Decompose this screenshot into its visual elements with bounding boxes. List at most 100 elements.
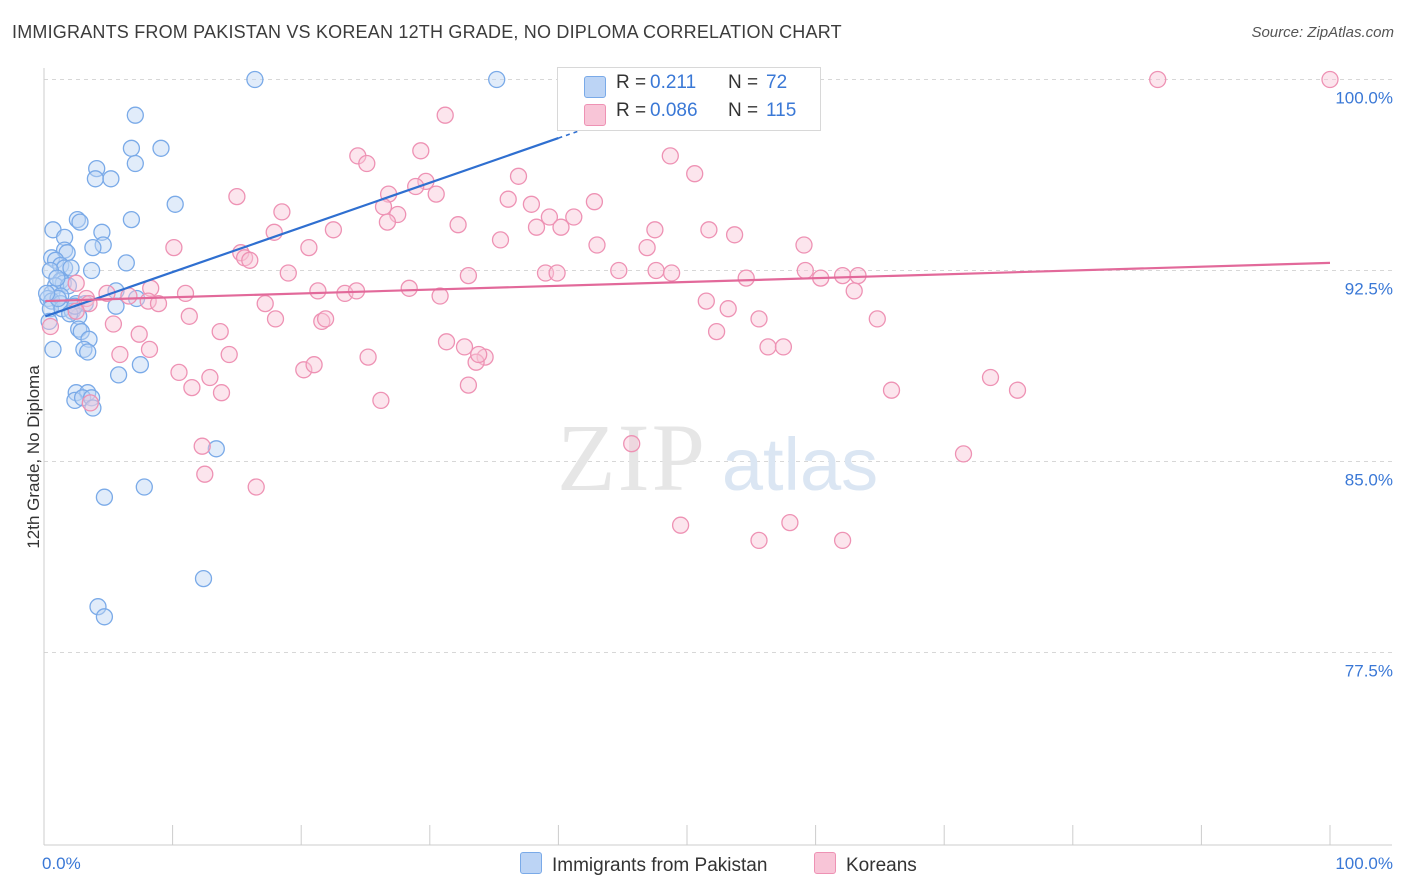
- koreans-point: [882, 381, 901, 399]
- pakistan-swatch-icon: [584, 76, 606, 98]
- pakistan-point: [95, 608, 114, 626]
- pakistan-point: [86, 170, 105, 188]
- koreans-point: [104, 315, 123, 333]
- koreans-point: [300, 238, 318, 257]
- n-value: 72: [766, 72, 788, 93]
- pakistan-point: [37, 284, 56, 303]
- pakistan-swatch-icon: [520, 852, 542, 874]
- x-tick-label: 0.0%: [42, 854, 81, 873]
- koreans-point: [585, 193, 604, 211]
- y-tick-label: 85.0%: [1345, 471, 1393, 490]
- koreans-point: [646, 221, 664, 239]
- koreans-point: [662, 264, 681, 282]
- koreans-point: [1149, 70, 1167, 89]
- y-tick-label: 77.5%: [1345, 662, 1393, 681]
- correlation-legend: R = 0.211 N = 72 R = 0.086 N = 115: [557, 67, 821, 131]
- koreans-point: [588, 236, 606, 254]
- koreans-point: [522, 195, 541, 213]
- pakistan-point: [117, 254, 135, 272]
- pakistan-point: [152, 139, 170, 157]
- koreans-point: [459, 376, 478, 394]
- pakistan-point: [82, 261, 101, 280]
- pakistan-point: [102, 170, 120, 188]
- pakistan-point: [135, 478, 153, 496]
- koreans-point: [623, 435, 641, 453]
- pakistan-point: [80, 330, 98, 348]
- koreans-point: [610, 261, 628, 280]
- pakistan-point: [126, 106, 144, 124]
- y-tick-label: 92.5%: [1345, 280, 1393, 299]
- koreans-point: [193, 437, 211, 455]
- koreans-point: [707, 322, 726, 341]
- tick-labels: 77.5% 85.0% 92.5% 100.0% 0.0% 100.0%: [42, 89, 1393, 874]
- koreans-point: [305, 356, 323, 374]
- legend-item-pakistan: Immigrants from Pakistan: [520, 852, 767, 877]
- n-value: 115: [766, 100, 797, 121]
- koreans-point: [228, 187, 246, 206]
- koreans-point: [358, 154, 376, 173]
- koreans-point: [170, 363, 188, 382]
- pakistan-point: [126, 154, 144, 173]
- pakistan-point: [94, 236, 112, 254]
- koreans-point: [256, 294, 274, 313]
- koreans-point: [981, 368, 1000, 387]
- pakistan-point: [93, 223, 111, 241]
- koreans-point: [540, 208, 559, 226]
- koreans-point: [111, 345, 129, 364]
- koreans-point: [437, 333, 456, 351]
- koreans-swatch-icon: [584, 104, 606, 126]
- legend-item-koreans: Koreans: [814, 852, 917, 877]
- koreans-point: [81, 394, 99, 412]
- n-label: N =: [728, 100, 759, 121]
- koreans-point: [176, 284, 195, 303]
- pakistan-point: [89, 598, 107, 616]
- pakistan-trend-line: [44, 137, 559, 318]
- koreans-point: [774, 338, 793, 356]
- koreans-point: [509, 167, 528, 185]
- koreans-point: [671, 516, 690, 534]
- koreans-point: [212, 384, 231, 402]
- koreans-point: [795, 236, 813, 254]
- koreans-point: [661, 147, 679, 165]
- n-label: N =: [728, 72, 759, 93]
- pakistan-point: [207, 440, 225, 458]
- koreans-point: [750, 310, 768, 328]
- koreans-point: [266, 310, 285, 328]
- koreans-point: [459, 266, 478, 285]
- source-label: Source: ZipAtlas.com: [1251, 24, 1394, 41]
- koreans-point: [279, 264, 297, 282]
- koreans-point: [196, 465, 214, 483]
- watermark-atlas: atlas: [722, 423, 878, 506]
- pakistan-point: [44, 340, 62, 359]
- trend-lines: [44, 128, 1331, 318]
- grid: [44, 79, 1392, 653]
- koreans-point: [324, 221, 343, 239]
- koreans-point: [67, 274, 85, 292]
- chart-title: IMMIGRANTS FROM PAKISTAN VS KOREAN 12TH …: [12, 22, 842, 42]
- koreans-point: [400, 279, 418, 297]
- koreans-point: [295, 361, 313, 379]
- y-tick-label: 100.0%: [1335, 89, 1393, 108]
- koreans-point: [725, 226, 744, 244]
- koreans-point: [449, 216, 467, 234]
- pakistan-point: [166, 195, 184, 213]
- koreans-point: [527, 218, 546, 236]
- y-axis-label: 12th Grade, No Diploma: [24, 365, 43, 549]
- koreans-point: [470, 345, 488, 364]
- koreans-point: [165, 238, 183, 257]
- koreans-point: [183, 378, 201, 397]
- koreans-point: [431, 287, 449, 305]
- koreans-swatch-icon: [814, 852, 836, 874]
- pakistan-point: [71, 213, 89, 231]
- koreans-point: [954, 445, 973, 463]
- r-value: 0.086: [650, 100, 698, 121]
- koreans-point: [427, 185, 445, 203]
- koreans-point: [412, 142, 430, 160]
- koreans-point: [759, 338, 777, 356]
- koreans-point: [781, 513, 799, 532]
- watermark-zip: ZIP: [557, 404, 707, 511]
- koreans-point: [697, 292, 715, 310]
- koreans-point: [140, 340, 159, 359]
- pakistan-point: [84, 238, 102, 257]
